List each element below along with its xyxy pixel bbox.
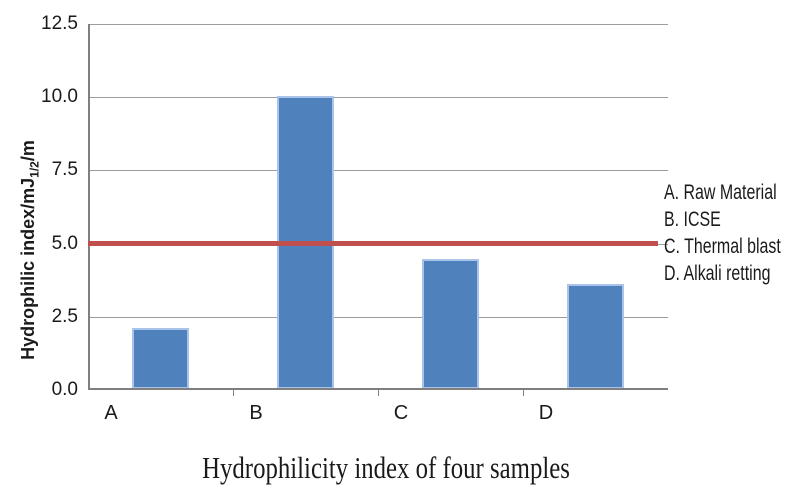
y-tick-label-5.0: 5.0 [51,233,78,254]
chart-title: Hydrophilicity index of four samples [202,450,570,485]
x-tick-mark [233,390,234,396]
legend-item: A. Raw Material [664,181,777,204]
legend-item: B. ICSE [664,208,721,231]
bar-A [132,328,189,389]
gridline [88,97,668,98]
legend: A. Raw Material B. ICSE C. Thermal blast D.… [664,179,798,287]
reference-line [88,241,658,246]
legend-item: C. Thermal blast [664,235,781,258]
x-tick-mark [523,390,524,396]
x-axis-line [88,388,668,390]
x-tick-mark [378,390,379,396]
y-tick-label-0.0: 0.0 [51,379,78,400]
bar-C [422,259,479,389]
legend-item: D. Alkali retting [664,262,771,285]
y-axis-title-main: Hydrophilic index/mJ [18,177,38,360]
x-tick-label-C: C [393,402,409,424]
x-tick-label-A: A [104,402,118,424]
y-tick-label-7.5: 7.5 [51,159,78,180]
bar-D [567,284,624,389]
y-axis-line [88,24,90,390]
x-tick-label-B: B [249,402,263,424]
y-tick-label-10.0: 10.0 [41,86,78,107]
plot-area [88,24,668,390]
gridline [88,24,668,25]
y-axis-title-suffix: /m [18,140,38,162]
y-tick-label-2.5: 2.5 [51,306,78,327]
y-tick-label-12.5: 12.5 [41,13,78,34]
gridline [88,170,668,171]
gridline [88,317,668,318]
x-tick-label-D: D [538,402,554,424]
